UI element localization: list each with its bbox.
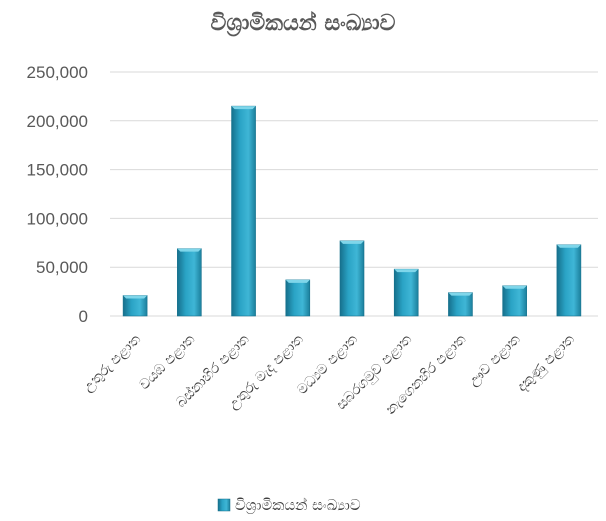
y-tick-label: 150,000 — [27, 161, 88, 180]
y-tick-label: 250,000 — [27, 63, 88, 82]
x-tick-label: දකුණු පළාත — [514, 331, 578, 395]
bar-bevel — [177, 248, 202, 252]
bar-bevel — [340, 240, 364, 244]
chart-title: විශ්‍රාමිකයන් සංඛ්‍යාව — [211, 10, 396, 37]
bar — [502, 285, 527, 317]
bar-body — [285, 279, 311, 317]
bar — [122, 295, 148, 317]
x-tick-label: උතුරු පළාත — [80, 331, 144, 395]
y-tick-label: 50,000 — [36, 258, 88, 277]
bar-bevel — [123, 295, 148, 299]
y-tick-label: 200,000 — [27, 112, 88, 131]
bar-bevel — [285, 279, 310, 283]
y-tick-label: 100,000 — [27, 209, 88, 228]
bar-body — [393, 268, 419, 317]
bar-body — [339, 240, 365, 317]
bar — [448, 292, 473, 317]
y-tick-label: 0 — [79, 307, 88, 326]
bar-body — [448, 292, 473, 317]
bar-bevel — [556, 244, 581, 248]
bar-body — [177, 248, 202, 317]
bar-body — [502, 285, 527, 317]
bar-bevel — [231, 106, 256, 110]
bar — [556, 244, 582, 317]
bar-body — [122, 295, 148, 317]
legend: විශ්‍රාමිකයන් සංඛ්‍යාව — [217, 496, 361, 515]
bar-bevel — [394, 269, 419, 273]
y-axis-ticks: 0 50,000 100,000 150,000 200,000 250,000 — [27, 63, 88, 326]
x-tick-label: ඌව පළාත — [465, 331, 524, 390]
legend-swatch — [217, 498, 231, 512]
bar — [285, 279, 311, 317]
legend-label: විශ්‍රාමිකයන් සංඛ්‍යාව — [235, 496, 361, 515]
bar — [393, 268, 419, 317]
bar — [231, 105, 256, 317]
bar — [177, 248, 202, 317]
bar-bevel — [502, 285, 527, 289]
bar-body — [231, 105, 256, 317]
bar-bevel — [448, 292, 473, 296]
bars — [122, 105, 582, 317]
bar — [339, 240, 365, 317]
bar-body — [556, 244, 582, 317]
